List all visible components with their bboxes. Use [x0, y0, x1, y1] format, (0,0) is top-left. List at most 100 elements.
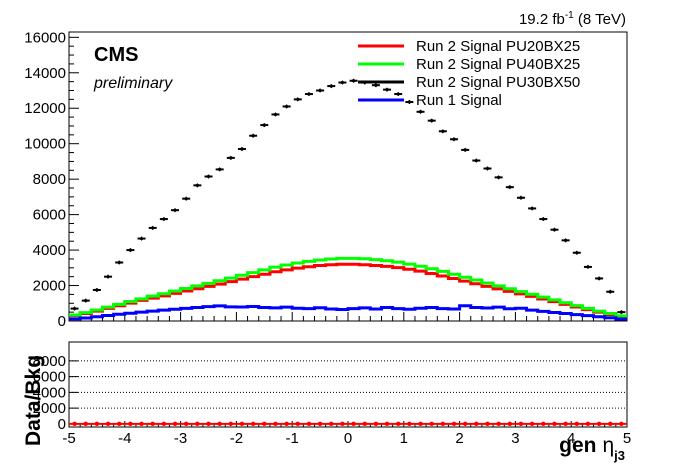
data-point — [516, 195, 525, 200]
lumi-label: 19.2 fb-1 (8 TeV) — [519, 10, 626, 28]
data-point-marker — [508, 185, 512, 189]
data-point — [338, 80, 347, 85]
ratio-point — [273, 421, 278, 427]
data-point-marker — [72, 306, 77, 311]
data-point — [595, 276, 604, 281]
data-point — [327, 84, 336, 89]
main-y-tick-label: 10000 — [24, 136, 66, 153]
data-point-marker — [407, 100, 411, 104]
data-point — [617, 310, 626, 315]
data-point-marker — [128, 248, 132, 252]
legend-label: Run 2 Signal PU30BX50 — [416, 74, 580, 91]
data-point-marker — [218, 167, 222, 172]
x-tick-label: -2 — [230, 430, 243, 447]
data-point — [461, 147, 470, 152]
data-point — [282, 104, 291, 109]
ratio-point — [183, 421, 189, 427]
data-point — [427, 118, 436, 123]
main-y-tick-label: 0 — [58, 313, 66, 330]
ratio-series-group — [69, 421, 627, 427]
data-point — [438, 129, 447, 134]
data-point — [405, 100, 414, 105]
ratio-point — [83, 421, 88, 427]
data-point — [561, 238, 570, 243]
legend-item: Run 2 Signal PU30BX50 — [358, 74, 580, 91]
data-point-marker — [351, 79, 356, 83]
legend-label: Run 2 Signal PU40BX25 — [416, 56, 580, 73]
ratio-point — [407, 421, 412, 427]
main-y-tick-label: 12000 — [24, 100, 66, 117]
data-point — [293, 97, 302, 102]
main-series-group — [69, 78, 627, 321]
data-point — [494, 175, 503, 180]
data-point — [450, 137, 459, 142]
data-point-marker — [262, 123, 266, 127]
ratio-point — [284, 421, 289, 427]
main-y-tick-label: 6000 — [33, 207, 66, 224]
data-point — [271, 112, 280, 117]
ratio-point — [585, 421, 591, 427]
data-point-marker — [474, 158, 478, 163]
data-point — [237, 147, 246, 152]
data-point-marker — [497, 175, 501, 179]
data-point-marker — [340, 80, 345, 85]
main-y-tick-label: 2000 — [33, 278, 66, 295]
data-point-marker — [106, 275, 110, 279]
ratio-point — [552, 421, 557, 427]
ratio-point — [340, 421, 345, 427]
data-point-marker — [139, 236, 144, 241]
data-point — [316, 88, 325, 93]
ratio-point — [518, 421, 524, 427]
data-point — [349, 78, 358, 83]
data-point — [171, 208, 180, 213]
ratio-point — [608, 421, 613, 427]
data-point — [115, 260, 124, 265]
data-point-marker — [541, 217, 545, 221]
x-axis-title: gen ηj3 — [559, 434, 625, 463]
x-tick-label: 2 — [455, 430, 463, 447]
main-x-ticks — [68, 312, 628, 321]
cms-label: CMS — [94, 44, 138, 66]
data-point — [539, 217, 548, 222]
ratio-point — [396, 421, 401, 427]
x-tick-label: -1 — [286, 430, 299, 447]
ratio-point — [362, 421, 367, 427]
ratio-point — [94, 421, 100, 427]
data-point-marker — [552, 228, 557, 232]
data-point-marker — [430, 119, 434, 123]
ratio-point — [306, 421, 312, 427]
ratio-point — [195, 421, 200, 427]
data-point-marker — [452, 137, 456, 141]
data-point — [159, 217, 168, 222]
data-point-marker — [485, 166, 490, 171]
data-point — [81, 298, 90, 303]
ratio-y-tick-label: 4000 — [33, 384, 66, 401]
ratio-point — [250, 421, 256, 427]
data-point — [226, 155, 235, 160]
ratio-y-tick-label: 0 — [58, 416, 66, 433]
ratio-point — [105, 421, 111, 427]
data-point-marker — [463, 148, 467, 152]
data-point — [505, 185, 514, 190]
data-point-marker — [273, 112, 278, 117]
data-point-marker — [151, 226, 155, 230]
x-tick-label: 1 — [400, 430, 408, 447]
ratio-point — [563, 421, 568, 427]
data-point — [572, 250, 581, 255]
legend-label: Run 1 Signal — [416, 92, 502, 109]
data-point — [70, 306, 79, 311]
ratio-point — [440, 421, 446, 427]
data-point-marker — [195, 183, 199, 187]
data-point-marker — [162, 217, 166, 221]
ratio-point — [451, 421, 457, 427]
main-y-tick-label: 8000 — [33, 171, 66, 188]
data-point-marker — [173, 208, 177, 212]
ratio-point — [239, 421, 245, 427]
x-tick-label: 4 — [567, 430, 575, 447]
data-point-marker — [206, 174, 211, 179]
ratio-point — [485, 421, 490, 427]
legend-item: Run 2 Signal PU20BX25 — [358, 38, 580, 55]
ratio-y-axis-title: Data/Bkg — [22, 355, 45, 446]
